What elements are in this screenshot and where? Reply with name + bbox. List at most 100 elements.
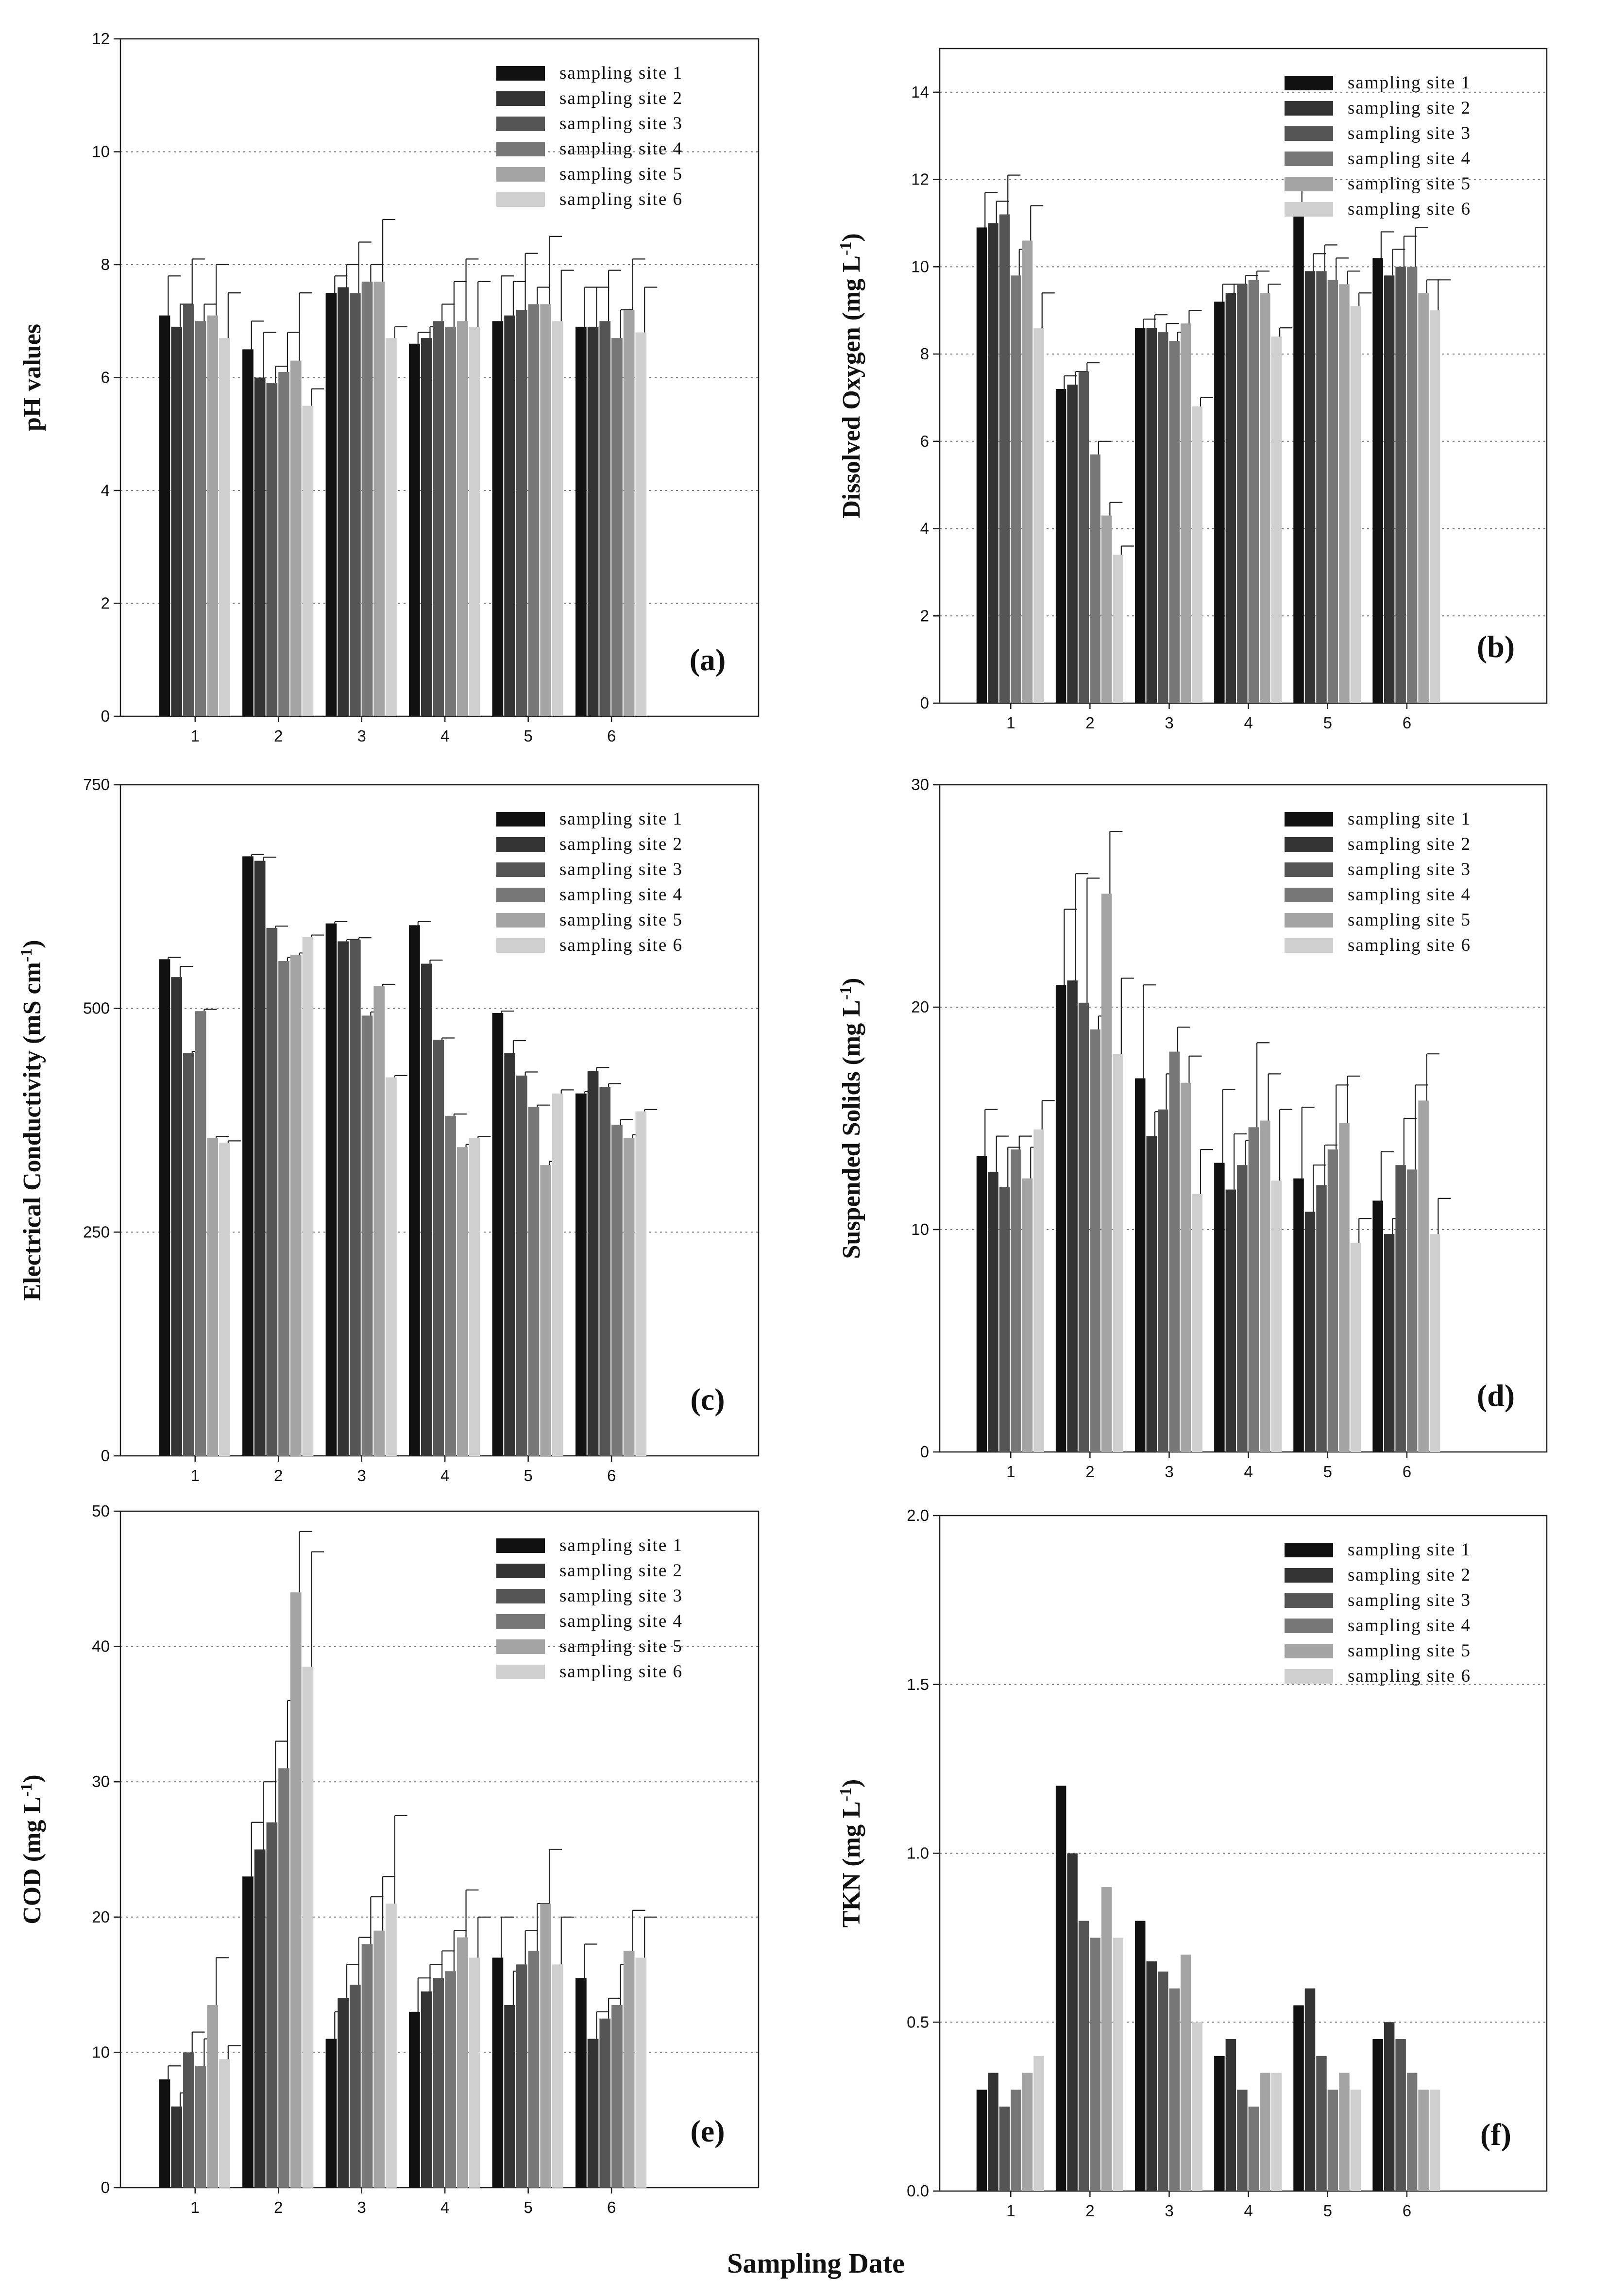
bar-sampling-site-5-date-1 [207,1138,219,1456]
y-tick-label: 0 [101,1447,110,1465]
legend-swatch [496,117,545,131]
legend-entry: sampling site 3 [559,114,683,134]
bar-sampling-site-3-date-4 [1237,284,1248,703]
legend-swatch [496,167,545,182]
bar-sampling-site-4-date-3 [1169,341,1180,703]
bar-sampling-site-2-date-6 [587,2039,599,2188]
bar-sampling-site-1-date-6 [1372,2039,1383,2191]
x-tick-label: 6 [607,2198,616,2216]
y-tick-label: 1.0 [907,1844,929,1862]
bar-sampling-site-4-date-4 [445,1971,456,2188]
legend-swatch [496,1538,545,1553]
bar-sampling-site-1-date-4 [409,343,420,716]
x-tick-label: 3 [1165,2202,1173,2220]
bar-sampling-site-5-date-6 [1418,2090,1429,2191]
bar-sampling-site-2-date-4 [421,1991,432,2188]
bar-sampling-site-2-date-3 [1146,328,1157,703]
legend-swatch [496,142,545,156]
y-axis-label: COD (mg L-1) [17,1774,47,1924]
bar-sampling-site-3-date-1 [183,2052,194,2188]
y-tick-label: 1.5 [907,1675,929,1693]
legend-swatch [1285,76,1333,90]
bar-sampling-site-1-date-5 [492,1012,504,1456]
bar-sampling-site-2-date-5 [1304,1988,1316,2191]
legend-swatch [1285,126,1333,141]
bar-sampling-site-5-date-5 [1339,2073,1350,2191]
bar-sampling-site-2-date-4 [1225,293,1236,703]
bar-sampling-site-3-date-6 [1395,267,1406,703]
bar-sampling-site-2-date-6 [1384,2022,1395,2191]
x-tick-label: 2 [1085,714,1094,732]
bar-sampling-site-1-date-1 [159,315,170,716]
bar-sampling-site-3-date-1 [183,304,194,716]
bar-sampling-site-6-date-5 [1350,2090,1361,2191]
panel-tag: (e) [690,2114,725,2148]
x-tick-label: 4 [1244,714,1252,732]
bar-sampling-site-5-date-4 [1260,2073,1270,2191]
legend-entry: sampling site 6 [1348,935,1471,955]
y-tick-label: 10 [911,1220,929,1238]
bar-sampling-site-4-date-1 [195,321,206,716]
legend-swatch [1285,177,1333,191]
bar-sampling-site-1-date-6 [1372,258,1383,703]
legend-entry: sampling site 1 [559,1535,683,1555]
y-tick-label: 8 [920,345,929,363]
bar-sampling-site-6-date-2 [1113,1054,1123,1452]
bar-sampling-site-1-date-5 [1293,1178,1304,1452]
bar-sampling-site-5-date-1 [207,2005,219,2188]
bar-sampling-site-6-date-2 [1113,555,1123,703]
legend-entry: sampling site 2 [559,88,683,108]
bar-sampling-site-6-date-3 [1192,2022,1202,2191]
bar-sampling-site-6-date-3 [386,338,397,716]
y-tick-label: 2 [920,607,929,624]
bar-sampling-site-4-date-1 [1011,2090,1021,2191]
bar-sampling-site-3-date-4 [433,1040,444,1456]
x-axis-title: Sampling Date [727,2247,905,2279]
bar-sampling-site-6-date-3 [1192,1194,1202,1452]
bar-sampling-site-1-date-6 [575,1978,587,2188]
legend-swatch [1285,888,1333,902]
bar-sampling-site-1-date-5 [1293,2005,1304,2191]
y-tick-label: 0 [101,2178,110,2196]
bar-sampling-site-1-date-6 [575,326,587,716]
bar-sampling-site-5-date-5 [540,1903,552,2188]
bar-sampling-site-3-date-6 [1395,2039,1406,2191]
bar-sampling-site-6-date-1 [1033,328,1044,703]
y-tick-label: 0 [920,694,929,712]
legend-swatch [1285,152,1333,166]
x-tick-label: 1 [191,2198,200,2216]
bar-sampling-site-5-date-1 [207,315,219,716]
bar-sampling-site-3-date-6 [599,2018,611,2188]
legend-entry: sampling site 4 [559,885,683,905]
legend-entry: sampling site 4 [1348,885,1471,905]
legend-swatch [1285,1669,1333,1684]
bar-sampling-site-1-date-6 [1372,1200,1383,1452]
bar-sampling-site-5-date-2 [290,1592,302,2188]
y-axis-label: Suspended Solids (mg L-1) [837,978,866,1259]
bar-sampling-site-4-date-2 [1090,1938,1100,2191]
x-tick-label: 5 [1323,1463,1332,1481]
legend-swatch [496,1614,545,1629]
legend-swatch [1285,938,1333,953]
bar-sampling-site-2-date-3 [338,1998,349,2188]
bar-sampling-site-2-date-3 [1146,1961,1157,2191]
legend-swatch [1285,1644,1333,1658]
y-axis-label: pH values [18,324,46,431]
legend-swatch [1285,862,1333,877]
bar-sampling-site-5-date-4 [457,1147,468,1456]
x-tick-label: 4 [1244,1463,1252,1481]
panel-tag: (c) [690,1382,725,1417]
legend-entry: sampling site 3 [559,860,683,879]
x-tick-label: 6 [607,727,616,745]
bar-sampling-site-2-date-5 [504,315,515,716]
bar-sampling-site-4-date-5 [1327,280,1338,703]
bar-sampling-site-4-date-6 [611,1125,623,1456]
chart-panel-e: 0 10 20 30 40 50 1 2 3 4 5 6 sampling site 1 sampling… [17,1502,760,2216]
bar-sampling-site-5-date-3 [1180,1082,1191,1452]
bar-sampling-site-4-date-5 [1327,2090,1338,2191]
bar-sampling-site-6-date-1 [1033,2056,1044,2191]
bar-sampling-site-4-date-5 [528,1951,540,2188]
bar-sampling-site-1-date-2 [242,856,254,1456]
bar-sampling-site-2-date-6 [587,1071,599,1456]
bar-sampling-site-6-date-1 [219,338,230,716]
